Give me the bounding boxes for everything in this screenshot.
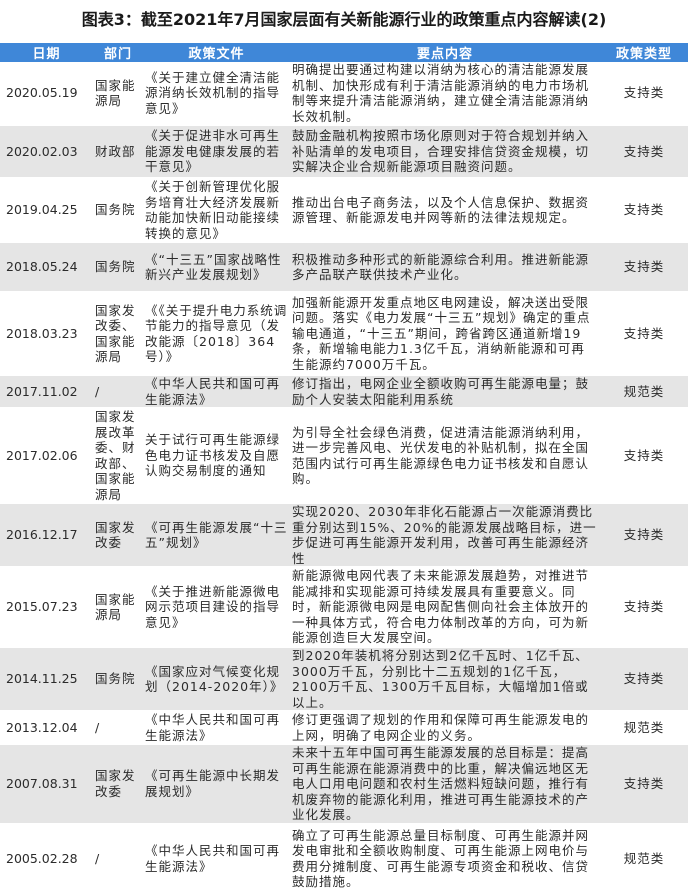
cell-doc: 《中华人民共和国可再生能源法》 — [143, 375, 290, 409]
cell-date: 2019.04.25 — [0, 178, 93, 243]
cell-content: 加强新能源开发重点地区电网建设，解决送出受限问题。落实《电力发展“十三五”规划》… — [290, 292, 600, 376]
table-row: 2019.04.25 国务院 《关于创新管理优化服务培育壮大经济发展新动能加快新旧动… — [0, 178, 688, 243]
cell-date: 2017.11.02 — [0, 375, 93, 409]
cell-dept: 国家能源局 — [93, 62, 143, 126]
cell-doc: 《可再生能源发展“十三五”规划》 — [143, 503, 290, 568]
cell-doc: 《中华人民共和国可再生能源法》 — [143, 711, 290, 745]
cell-content: 推动出台电子商务法，以及个人信息保护、数据资源管理、新能源发电并网等新的法律法规… — [290, 178, 600, 243]
cell-content: 实现2020、2030年非化石能源占一次能源消费比重分别达到15%、20%的能源… — [290, 503, 600, 568]
policy-table: 日期 部门 政策文件 要点内容 政策类型 2020.05.19 国家能源局 《关于建… — [0, 43, 688, 895]
cell-doc: 《《关于提升电力系统调节能力的指导意见（发改能源〔2018〕364号）》 — [143, 292, 290, 376]
cell-date: 2007.08.31 — [0, 744, 93, 825]
table-row: 2015.07.23 国家能源局 《关于推进新能源微电网示范项目建设的指导意见》 新能… — [0, 567, 688, 648]
cell-dept: / — [93, 375, 143, 409]
cell-type: 支持类 — [600, 744, 688, 825]
table-row: 2014.11.25 国务院 《国家应对气候变化规划（2014-2020年）》 到20… — [0, 647, 688, 712]
cell-doc: 《可再生能源中长期发展规划》 — [143, 744, 290, 825]
cell-type: 规范类 — [600, 711, 688, 745]
cell-date: 2005.02.28 — [0, 823, 93, 895]
cell-doc: 《关于促进非水可再生能源发电健康发展的若干意见》 — [143, 125, 290, 179]
table-row: 2017.11.02/《中华人民共和国可再生能源法》 修订指出，电网企业全额收购可… — [0, 375, 688, 409]
cell-type: 支持类 — [600, 567, 688, 648]
cell-type: 规范类 — [600, 375, 688, 409]
cell-doc: 《中华人民共和国可再生能源法》 — [143, 823, 290, 895]
header-content: 要点内容 — [290, 43, 600, 62]
table-row: 2018.03.23 国家发改委、国家能源局 《《关于提升电力系统调节能力的指导意见… — [0, 292, 688, 376]
cell-type: 支持类 — [600, 408, 688, 504]
cell-date: 2016.12.17 — [0, 503, 93, 568]
header-type: 政策类型 — [600, 43, 688, 62]
cell-dept: 国家发展改革委、财政部、国家能源局 — [93, 408, 143, 504]
cell-content: 鼓励金融机构按照市场化原则对于符合规划并纳入补贴清单的发电项目，合理安排信贷资金… — [290, 125, 600, 179]
cell-doc: 《“十三五”国家战略性新兴产业发展规划》 — [143, 242, 290, 293]
cell-dept: 国务院 — [93, 178, 143, 243]
cell-dept: 国家发改委 — [93, 503, 143, 568]
header-dept: 部门 — [93, 43, 143, 62]
cell-date: 2020.05.19 — [0, 62, 93, 126]
cell-dept: 国务院 — [93, 647, 143, 712]
cell-content: 修订指出，电网企业全额收购可再生能源电量；鼓励个人安装太阳能利用系统 — [290, 375, 600, 409]
cell-content: 新能源微电网代表了未来能源发展趋势，对推进节能减排和实现能源可持续发展具有重要意… — [290, 567, 600, 648]
table-row: 2018.05.24 国务院 《“十三五”国家战略性新兴产业发展规划》 积极推动多种形… — [0, 242, 688, 293]
cell-doc: 《国家应对气候变化规划（2014-2020年）》 — [143, 647, 290, 712]
cell-dept: 国家发改委 — [93, 744, 143, 825]
cell-content: 修订更强调了规划的作用和保障可再生能源发电的上网，明确了电网企业的义务。 — [290, 711, 600, 745]
header-doc: 政策文件 — [143, 43, 290, 62]
header-date: 日期 — [0, 43, 93, 62]
table-row: 2013.12.04/《中华人民共和国可再生能源法》 修订更强调了规划的作用和保障… — [0, 711, 688, 745]
cell-type: 支持类 — [600, 292, 688, 376]
cell-content: 未来十五年中国可再生能源发展的总目标是：提高可再生能源在能源消费中的比重，解决偏… — [290, 744, 600, 825]
table-row: 2016.12.17 国家发改委 《可再生能源发展“十三五”规划》 实现2020、20… — [0, 503, 688, 568]
cell-date: 2014.11.25 — [0, 647, 93, 712]
cell-date: 2017.02.06 — [0, 408, 93, 504]
table-row: 2017.02.06 国家发展改革委、财政部、国家能源局 关于试行可再生能源绿色电力… — [0, 408, 688, 504]
table-row: 2007.08.31 国家发改委 《可再生能源中长期发展规划》 未来十五年中国可再生能… — [0, 744, 688, 825]
cell-dept: 国家发改委、国家能源局 — [93, 292, 143, 376]
cell-date: 2018.05.24 — [0, 242, 93, 293]
cell-dept: 国务院 — [93, 242, 143, 293]
table-title: 图表3：截至2021年7月国家层面有关新能源行业的政策重点内容解读(2) — [81, 10, 607, 29]
cell-type: 支持类 — [600, 62, 688, 126]
cell-type: 规范类 — [600, 823, 688, 895]
cell-doc: 《关于建立健全清洁能源消纳长效机制的指导意见》 — [143, 62, 290, 126]
cell-content: 确立了可再生能源总量目标制度、可再生能源并网发电审批和全额收购制度、可再生能源上… — [290, 823, 600, 895]
cell-type: 支持类 — [600, 125, 688, 179]
cell-content: 明确提出要通过构建以消纳为核心的清洁能源发展机制、加快形成有利于清洁能源消纳的电… — [290, 62, 600, 126]
cell-dept: 财政部 — [93, 125, 143, 179]
cell-doc: 《关于创新管理优化服务培育壮大经济发展新动能加快新旧动能接续转换的意见》 — [143, 178, 290, 243]
cell-date: 2013.12.04 — [0, 711, 93, 745]
cell-dept: / — [93, 823, 143, 895]
cell-type: 支持类 — [600, 503, 688, 568]
cell-dept: / — [93, 711, 143, 745]
cell-content: 到2020年装机将分别达到2亿千瓦时、1亿千瓦、3000万千瓦，分别比十二五规划… — [290, 647, 600, 712]
cell-type: 支持类 — [600, 178, 688, 243]
cell-doc: 《关于推进新能源微电网示范项目建设的指导意见》 — [143, 567, 290, 648]
cell-content: 积极推动多种形式的新能源综合利用。推进新能源多产品联产联供技术产业化。 — [290, 242, 600, 293]
table-row: 2005.02.28/《中华人民共和国可再生能源法》 确立了可再生能源总量目标制度… — [0, 823, 688, 895]
header-row: 日期 部门 政策文件 要点内容 政策类型 — [0, 43, 688, 62]
cell-dept: 国家能源局 — [93, 567, 143, 648]
cell-date: 2015.07.23 — [0, 567, 93, 648]
cell-type: 支持类 — [600, 242, 688, 293]
cell-doc: 关于试行可再生能源绿色电力证书核发及自愿认购交易制度的通知 — [143, 408, 290, 504]
cell-date: 2018.03.23 — [0, 292, 93, 376]
table-row: 2020.05.19 国家能源局 《关于建立健全清洁能源消纳长效机制的指导意见》 明确… — [0, 62, 688, 126]
cell-date: 2020.02.03 — [0, 125, 93, 179]
table-row: 2020.02.03 财政部 《关于促进非水可再生能源发电健康发展的若干意见》 鼓励金… — [0, 125, 688, 179]
cell-type: 支持类 — [600, 647, 688, 712]
cell-content: 为引导全社会绿色消费，促进清洁能源消纳利用，进一步完善风电、光伏发电的补贴机制，… — [290, 408, 600, 504]
